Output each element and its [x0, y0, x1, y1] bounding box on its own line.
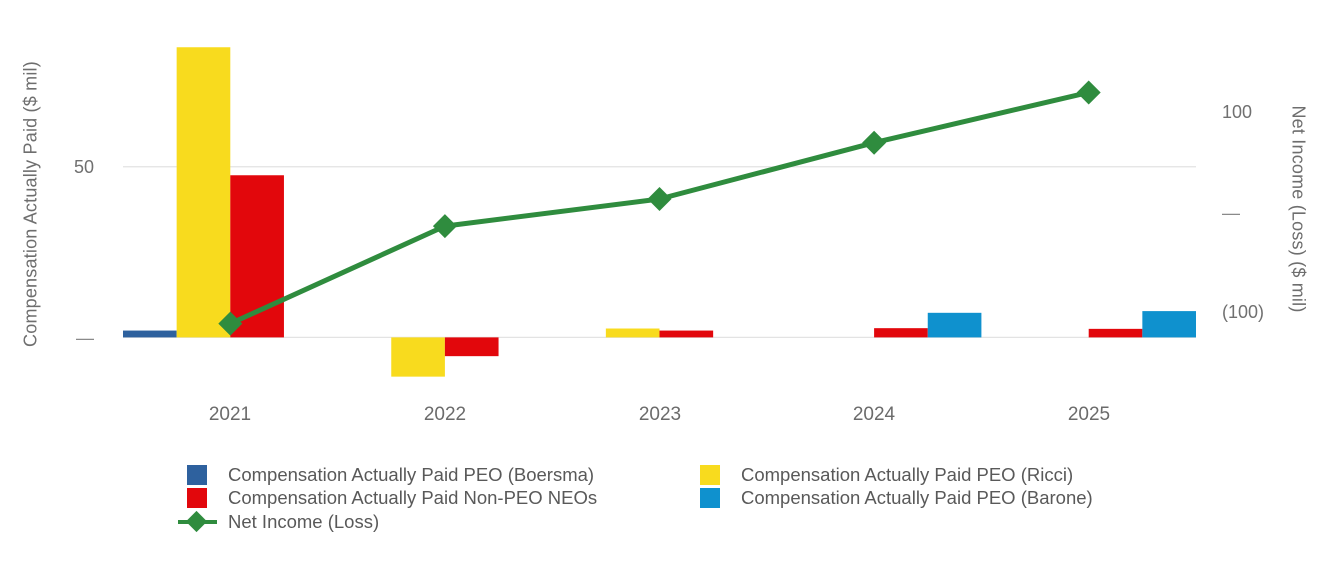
- bar-2024-series3: [927, 312, 982, 338]
- legend-item-non-peo-neos: Compensation Actually Paid Non-PEO NEOs: [187, 487, 700, 511]
- left-axis-tick-zero: —: [76, 328, 94, 348]
- bar-2021-series0: [123, 330, 177, 338]
- right-axis-tick-neg100: (100): [1222, 302, 1265, 322]
- legend-item-peo-barone: Compensation Actually Paid PEO (Barone): [700, 487, 1093, 511]
- legend-label-non-peo: Compensation Actually Paid Non-PEO NEOs: [228, 487, 598, 509]
- right-axis-title: Net Income (Loss) ($ mil): [1288, 105, 1309, 313]
- chart-legend: Compensation Actually Paid PEO (Boersma)…: [178, 463, 1093, 534]
- legend-label-net-income: Net Income (Loss): [228, 510, 380, 532]
- bar-2025-series2: [1088, 328, 1143, 338]
- x-axis-label-2025: 2025: [1067, 404, 1111, 425]
- legend-item-net-income: Net Income (Loss): [178, 510, 700, 534]
- x-axis-label-2023: 2023: [638, 404, 682, 425]
- x-axis-label-2024: 2024: [852, 404, 896, 425]
- net-income-point-2024: [862, 130, 887, 155]
- bar-2022-series1: [391, 337, 445, 377]
- legend-swatch-non-peo-icon: [187, 488, 207, 509]
- legend-swatch-ricci-icon: [700, 464, 720, 485]
- x-axis-label-2022: 2022: [423, 404, 467, 425]
- bar-2023-series2: [659, 330, 714, 338]
- net-income-point-2022: [432, 214, 457, 239]
- net-income-point-2021: [218, 311, 243, 336]
- left-axis-title: Compensation Actually Paid ($ mil): [20, 61, 41, 347]
- bar-2024-series2: [874, 328, 928, 338]
- x-axis-label-2021: 2021: [208, 404, 252, 425]
- bar-2021-series1: [176, 47, 231, 338]
- legend-label-barone: Compensation Actually Paid PEO (Barone): [741, 487, 1093, 509]
- legend-swatch-boersma-icon: [187, 464, 207, 485]
- legend-net-income-line-marker-icon: [178, 510, 217, 532]
- left-axis-tick-50: 50: [73, 157, 94, 177]
- right-axis-tick-zero: —: [1222, 203, 1240, 223]
- legend-item-peo-boersma: Compensation Actually Paid PEO (Boersma): [187, 463, 700, 487]
- right-axis-tick-100: 100: [1222, 102, 1253, 122]
- legend-label-ricci: Compensation Actually Paid PEO (Ricci): [741, 463, 1074, 485]
- legend-label-boersma: Compensation Actually Paid PEO (Boersma): [228, 463, 595, 485]
- net-income-point-2023: [647, 186, 672, 211]
- bar-2025-series3: [1142, 311, 1196, 338]
- legend-item-peo-ricci: Compensation Actually Paid PEO (Ricci): [700, 463, 1093, 487]
- net-income-point-2025: [1076, 80, 1101, 105]
- plot-area: [123, 47, 1196, 377]
- legend-swatch-barone-icon: [700, 488, 720, 509]
- bar-2023-series1: [605, 328, 660, 338]
- bar-2022-series2: [444, 337, 499, 357]
